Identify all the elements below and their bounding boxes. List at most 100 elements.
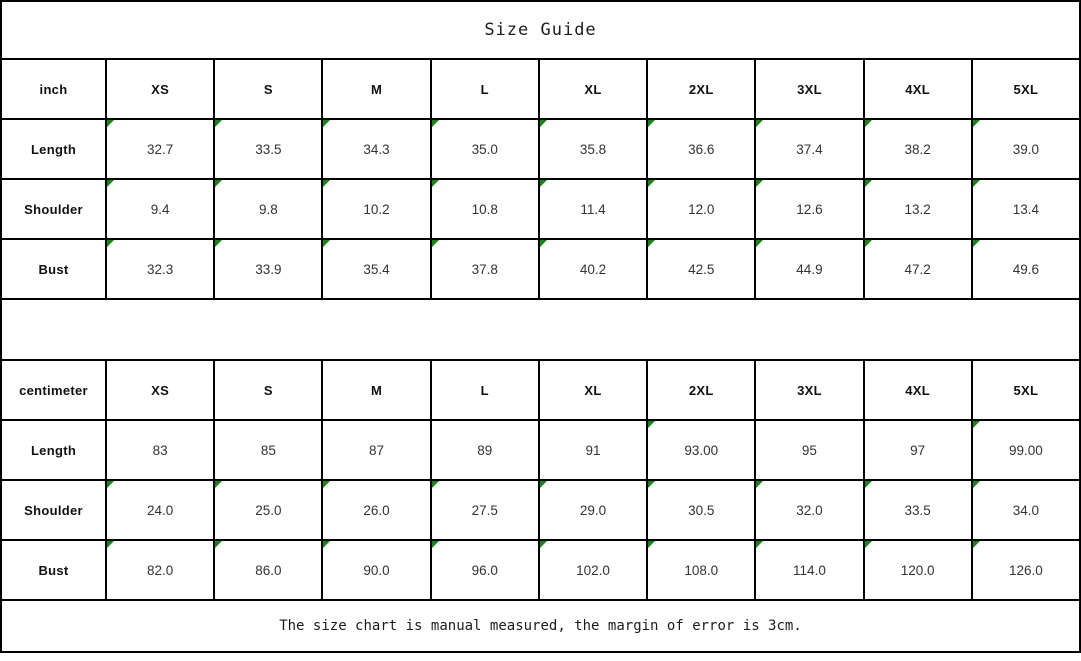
measurement-cell-text: 32.0: [796, 502, 823, 518]
size-column-header: 3XL: [756, 60, 863, 118]
measurement-cell-text: 34.0: [1012, 502, 1040, 518]
green-corner-flag-icon: [323, 481, 331, 488]
row-label-text: Shoulder: [24, 502, 83, 518]
measurement-cell: 36.6: [648, 120, 755, 178]
size-column-header: L: [431, 361, 538, 419]
green-corner-flag-icon: [756, 481, 764, 488]
green-corner-flag-icon: [215, 481, 223, 488]
measurement-cell-text: 37.4: [796, 141, 823, 157]
measurement-cell-text: 97: [910, 442, 926, 458]
measurement-cell: 85: [215, 421, 322, 479]
green-corner-flag-icon: [864, 541, 872, 548]
measurement-cell-text: 25.0: [255, 502, 282, 518]
measurement-cell-text: 42.5: [688, 261, 715, 277]
measurement-cell-text: 38.2: [904, 141, 931, 157]
row-label-text: Length: [30, 141, 77, 157]
measurement-cell-text: 120.0: [900, 562, 935, 578]
green-corner-flag-icon: [431, 180, 439, 187]
measurement-cell-text: 91: [585, 442, 601, 458]
measurement-cell-text: 27.5: [471, 502, 498, 518]
unit-header-inch-text: inch: [39, 81, 68, 97]
measurement-cell: 37.8: [431, 240, 538, 298]
green-corner-flag-icon: [648, 481, 656, 488]
measurement-cell: 89: [431, 421, 538, 479]
measurement-cell-text: 32.3: [146, 261, 174, 277]
measurement-cell-text: 39.0: [1012, 141, 1040, 157]
measurement-cell-text: 9.8: [258, 201, 278, 217]
spacer-row: [2, 300, 1079, 359]
measurement-cell-text: 95: [801, 442, 817, 458]
measurement-cell: 34.0: [972, 481, 1079, 539]
footer-note-text: The size chart is manual measured, the m…: [279, 618, 802, 634]
measurement-cell-text: 126.0: [1008, 562, 1043, 578]
size-column-header: XL: [539, 361, 647, 419]
measurement-cell: 42.5: [648, 240, 755, 298]
green-corner-flag-icon: [972, 541, 980, 548]
measurement-cell-text: 26.0: [363, 502, 390, 518]
measurement-cell-text: 87: [369, 442, 385, 458]
size-column-header: S: [215, 361, 322, 419]
green-corner-flag-icon: [539, 541, 547, 548]
size-column-header-text: 2XL: [688, 81, 714, 97]
measurement-cell-text: 11.4: [580, 201, 606, 217]
size-column-header: 4XL: [864, 361, 971, 419]
green-corner-flag-icon: [972, 481, 980, 488]
green-corner-flag-icon: [215, 180, 223, 187]
green-corner-flag-icon: [215, 120, 223, 127]
size-column-header: L: [431, 60, 538, 118]
measurement-cell-text: 114.0: [793, 562, 826, 578]
green-corner-flag-icon: [648, 541, 656, 548]
measurement-cell: 47.2: [864, 240, 971, 298]
green-corner-flag-icon: [756, 541, 764, 548]
measurement-cell-text: 96.0: [471, 562, 498, 578]
measurement-cell: 33.5: [215, 120, 322, 178]
green-corner-flag-icon: [864, 120, 872, 127]
measurement-cell: 120.0: [864, 541, 971, 599]
size-column-header: XS: [107, 60, 214, 118]
measurement-cell-text: 30.5: [688, 502, 715, 518]
green-corner-flag-icon: [107, 120, 114, 127]
measurement-cell: 95: [756, 421, 863, 479]
measurement-cell: 38.2: [864, 120, 971, 178]
measurement-cell: 108.0: [648, 541, 755, 599]
size-column-header-text: 4XL: [905, 382, 931, 398]
row-label-text: Shoulder: [24, 201, 83, 217]
page-title-text: Size Guide: [484, 20, 597, 40]
measurement-cell-text: 85: [260, 442, 276, 458]
size-column-header-text: 3XL: [797, 382, 822, 398]
measurement-cell-text: 13.4: [1012, 201, 1040, 217]
green-corner-flag-icon: [756, 180, 764, 187]
green-corner-flag-icon: [323, 240, 331, 247]
measurement-cell: 9.8: [215, 180, 322, 238]
measurement-cell: 82.0: [107, 541, 214, 599]
green-corner-flag-icon: [107, 180, 114, 187]
measurement-cell: 86.0: [215, 541, 322, 599]
measurement-cell: 34.3: [323, 120, 430, 178]
measurement-cell-text: 35.0: [471, 141, 498, 157]
measurement-cell: 93.00: [648, 421, 755, 479]
measurement-cell-text: 35.8: [579, 141, 607, 157]
page-title: Size Guide: [2, 2, 1079, 58]
measurement-cell: 26.0: [323, 481, 430, 539]
green-corner-flag-icon: [323, 180, 331, 187]
measurement-cell-text: 36.6: [688, 141, 715, 157]
green-corner-flag-icon: [107, 481, 114, 488]
measurement-cell: 91: [539, 421, 647, 479]
measurement-cell-text: 24.0: [146, 502, 174, 518]
measurement-cell: 10.8: [431, 180, 538, 238]
measurement-cell: 13.2: [864, 180, 971, 238]
green-corner-flag-icon: [972, 240, 980, 247]
measurement-cell: 83: [107, 421, 214, 479]
size-column-header-text: XS: [151, 81, 170, 97]
size-column-header: 3XL: [756, 361, 863, 419]
measurement-cell-text: 93.00: [684, 442, 719, 458]
unit-header-centimeter-text: centimeter: [19, 382, 88, 398]
measurement-cell: 49.6: [972, 240, 1079, 298]
row-label: Length: [2, 421, 105, 479]
green-corner-flag-icon: [323, 120, 331, 127]
green-corner-flag-icon: [431, 120, 439, 127]
size-column-header-text: 2XL: [688, 382, 714, 398]
footer-note: The size chart is manual measured, the m…: [2, 601, 1079, 651]
